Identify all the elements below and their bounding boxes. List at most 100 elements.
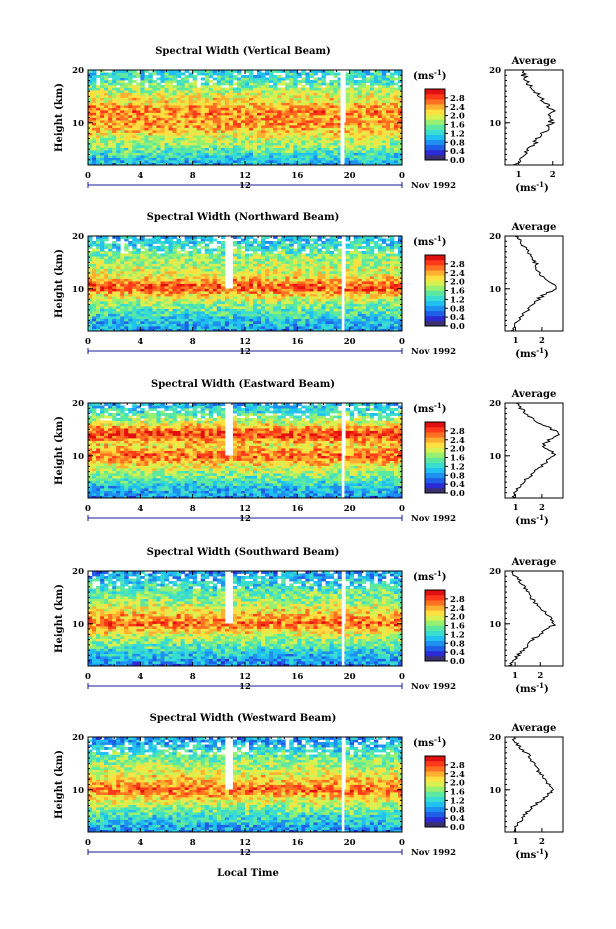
- heatmap-cell: [330, 145, 334, 148]
- heatmap-cell: [390, 321, 394, 324]
- heatmap-cell: [197, 128, 201, 131]
- heatmap-cell: [334, 100, 338, 103]
- heatmap-cell: [334, 281, 338, 284]
- heatmap-cell: [326, 291, 330, 294]
- heatmap-cell: [185, 120, 189, 123]
- heatmap-cell: [229, 324, 233, 327]
- heatmap-cell: [136, 83, 140, 86]
- heatmap-cell: [181, 108, 185, 111]
- heatmap-cell: [241, 83, 245, 86]
- heatmap-cell: [160, 158, 164, 161]
- heatmap-cell: [169, 301, 173, 304]
- heatmap-cell: [189, 145, 193, 148]
- heatmap-cell: [181, 113, 185, 116]
- heatmap-cell: [140, 145, 144, 148]
- heatmap-cell: [201, 103, 205, 106]
- heatmap-cell: [309, 128, 313, 131]
- heatmap-cell: [334, 276, 338, 279]
- heatmap-cell: [104, 78, 108, 81]
- heatmap-cell: [245, 85, 249, 88]
- heatmap-cell: [225, 316, 229, 319]
- heatmap-cell: [249, 143, 253, 146]
- heatmap-cell: [136, 306, 140, 309]
- heatmap-cell: [346, 271, 350, 274]
- heatmap-cell: [269, 133, 273, 136]
- heatmap-cell: [169, 85, 173, 88]
- heatmap-cell: [265, 108, 269, 111]
- heatmap-cell: [281, 324, 285, 327]
- heatmap-cell: [124, 123, 128, 126]
- heatmap-cell: [177, 75, 181, 78]
- heatmap-cell: [104, 128, 108, 131]
- heatmap-cell: [112, 281, 116, 284]
- heatmap-cell: [289, 85, 293, 88]
- heatmap-cell: [92, 93, 96, 96]
- heatmap-cell: [185, 130, 189, 133]
- heatmap-cell: [213, 316, 217, 319]
- heatmap-cell: [273, 269, 277, 272]
- heatmap-cell: [374, 281, 378, 284]
- heatmap-cell: [378, 105, 382, 108]
- heatmap-cell: [193, 276, 197, 279]
- heatmap-cell: [189, 95, 193, 98]
- heatmap-cell: [221, 321, 225, 324]
- heatmap-cell: [277, 319, 281, 322]
- heatmap-cell: [177, 88, 181, 91]
- heatmap-cell: [285, 286, 289, 289]
- heatmap-cell: [169, 299, 173, 302]
- heatmap-cell: [213, 158, 217, 161]
- heatmap-cell: [189, 98, 193, 101]
- heatmap-cell: [366, 155, 370, 158]
- heatmap-cell: [346, 311, 350, 314]
- heatmap-cell: [338, 311, 342, 314]
- heatmap-cell: [285, 311, 289, 314]
- heatmap-cell: [285, 321, 289, 324]
- heatmap-cell: [350, 103, 354, 106]
- heatmap-cell: [237, 269, 241, 272]
- heatmap-cell: [96, 143, 100, 146]
- heatmap-cell: [253, 160, 257, 163]
- heatmap-cell: [362, 85, 366, 88]
- heatmap-cell: [241, 289, 245, 292]
- heatmap-cell: [124, 98, 128, 101]
- heatmap-cell: [309, 100, 313, 103]
- heatmap-cell: [354, 125, 358, 128]
- heatmap-cell: [301, 80, 305, 83]
- heatmap-cell: [354, 271, 358, 274]
- heatmap-cell: [132, 140, 136, 143]
- heatmap-cell: [164, 316, 168, 319]
- heatmap-cell: [293, 75, 297, 78]
- heatmap-cell: [350, 309, 354, 312]
- heatmap-cell: [136, 284, 140, 287]
- heatmap-cell: [358, 105, 362, 108]
- heatmap-cell: [140, 284, 144, 287]
- heatmap-cell: [181, 279, 185, 282]
- heatmap-cell: [313, 138, 317, 141]
- heatmap-cell: [132, 309, 136, 312]
- heatmap-cell: [140, 143, 144, 146]
- heatmap-cell: [116, 289, 120, 292]
- heatmap-cell: [350, 125, 354, 128]
- heatmap-cell: [261, 306, 265, 309]
- heatmap-cell: [321, 125, 325, 128]
- heatmap-cell: [201, 281, 205, 284]
- heatmap-cell: [249, 291, 253, 294]
- heatmap-cell: [370, 148, 374, 151]
- heatmap-cell: [289, 319, 293, 322]
- heatmap-cell: [205, 98, 209, 101]
- heatmap-cell: [217, 304, 221, 307]
- heatmap-cell: [378, 160, 382, 163]
- heatmap-cell: [277, 289, 281, 292]
- heatmap-cell: [305, 319, 309, 322]
- heatmap-cell: [181, 319, 185, 322]
- heatmap-cell: [225, 73, 229, 76]
- heatmap-cell: [370, 276, 374, 279]
- heatmap-cell: [144, 153, 148, 156]
- heatmap-cell: [88, 83, 92, 86]
- heatmap-cell: [289, 143, 293, 146]
- heatmap-cell: [213, 319, 217, 322]
- heatmap-cell: [152, 95, 156, 98]
- heatmap-cell: [362, 160, 366, 163]
- heatmap-cell: [378, 311, 382, 314]
- heatmap-cell: [317, 80, 321, 83]
